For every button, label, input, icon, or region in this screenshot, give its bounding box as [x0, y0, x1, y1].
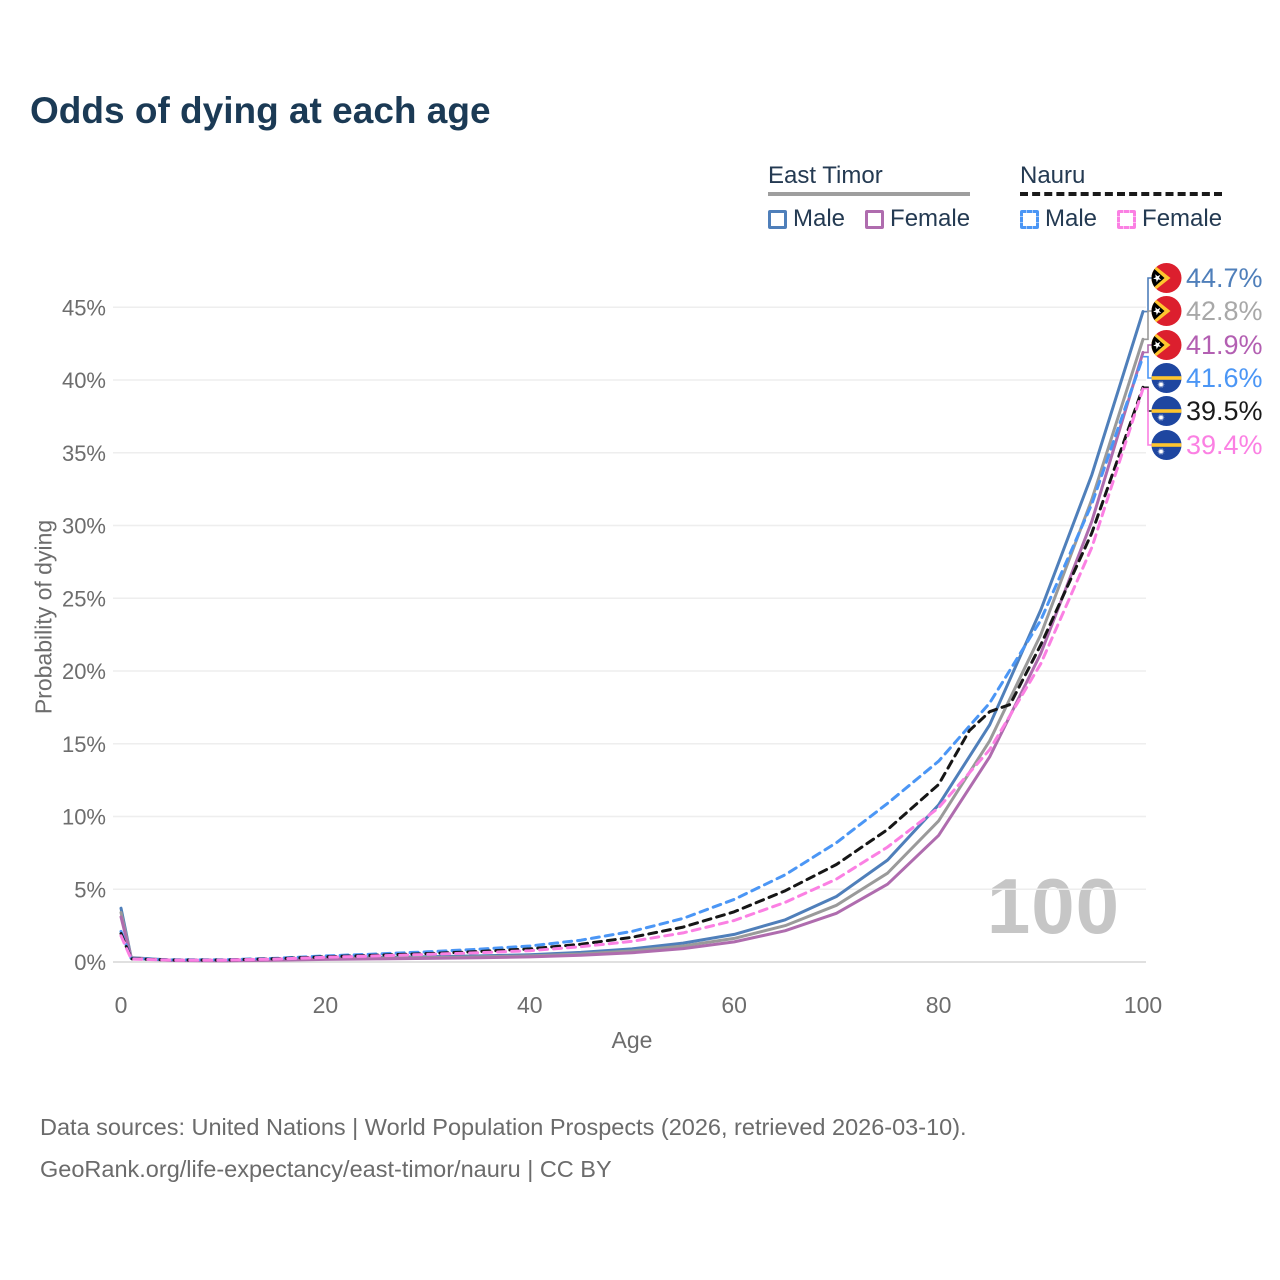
end-labels: 44.7%42.8% 41.9%41.6%39.5% 39.4% — [1143, 263, 1263, 460]
legend-item-nauru-male[interactable]: Male — [1020, 205, 1097, 233]
footer-attribution: Data sources: United Nations | World Pop… — [40, 1106, 1190, 1190]
legend-item-label: Male — [1045, 205, 1098, 232]
series-line-nauru-female — [119, 387, 1145, 962]
legend-item-label: Female — [890, 205, 971, 232]
flag-nauru-icon — [1151, 363, 1182, 393]
flag-stripe — [1151, 443, 1182, 447]
y-tick-label-15: 15% — [62, 732, 106, 757]
end-value-label: 41.9% — [1186, 330, 1263, 360]
x-tick-label-0: 0 — [115, 992, 128, 1018]
series-lines — [119, 310, 1145, 963]
legend-item-label: Male — [793, 205, 846, 232]
end-value-label: 41.6% — [1186, 363, 1263, 393]
flag-clip-group — [1151, 396, 1182, 426]
end-value-label: 44.7% — [1186, 263, 1263, 293]
x-tick-label-60: 60 — [721, 992, 747, 1018]
series-line-east-timor — [119, 337, 1145, 963]
y-tick-label-10: 10% — [62, 805, 106, 830]
y-tick-label-0: 0% — [74, 950, 106, 975]
label-connector — [1143, 387, 1153, 446]
page-title: Odds of dying at each age — [30, 90, 491, 131]
series-line-nauru — [119, 385, 1145, 962]
legend-group-east-timor: East Timor Male Female — [768, 162, 971, 233]
legend-group-title: Nauru — [1020, 162, 1086, 189]
series-line-east-timor-male — [119, 310, 1145, 962]
flag-clip-group — [1151, 330, 1182, 360]
label-connector — [1143, 277, 1153, 313]
flag-star — [1153, 341, 1162, 350]
label-connector — [1143, 310, 1153, 341]
x-tick-label-80: 80 — [926, 992, 952, 1018]
end-value-label: 39.5% — [1186, 396, 1263, 426]
label-connector — [1143, 344, 1153, 354]
footer-data-sources: Data sources: United Nations | World Pop… — [40, 1114, 967, 1140]
legend-solid-line-sample — [768, 192, 971, 196]
legend-swatch-solid-purple — [865, 209, 885, 229]
x-tick-label-40: 40 — [517, 992, 543, 1018]
flag-stripe — [1151, 376, 1182, 380]
y-tick-label-25: 25% — [62, 586, 106, 611]
legend-group-nauru: Nauru Male Female — [1020, 162, 1223, 233]
y-tick-label-5: 5% — [74, 877, 106, 902]
footer-url-license: GeoRank.org/life-expectancy/east-timor/n… — [40, 1156, 612, 1182]
flag-east-timor-icon — [1151, 330, 1182, 360]
legend-swatch-dashed-blue — [1020, 209, 1039, 229]
legend-item-label: Female — [1142, 205, 1223, 232]
legend-dashed-line-sample — [1020, 192, 1223, 196]
legend-item-nauru-female[interactable]: Female — [1117, 205, 1222, 233]
y-tick-label-40: 40% — [62, 368, 106, 393]
flag-clip-group — [1151, 430, 1182, 460]
flag-nauru-icon — [1151, 396, 1182, 426]
end-value-label: 42.8% — [1186, 296, 1263, 326]
series-line-nauru-male — [119, 355, 1145, 962]
series-line-east-timor-female — [119, 350, 1145, 963]
flag-clip-group — [1151, 363, 1182, 393]
line-chart: 0% 5% 10% 15% 20% 25% 30% 35% 40% 45% 0 20 40 60 80 100… — [62, 263, 1263, 1018]
flag-east-timor-icon — [1151, 296, 1182, 326]
x-tick-label-100: 100 — [1124, 992, 1162, 1018]
y-tick-label-20: 20% — [62, 659, 106, 684]
watermark-age-100: 100 — [986, 862, 1120, 950]
legend-swatch-solid-blue — [768, 209, 787, 229]
legend-group-title: East Timor — [768, 162, 883, 189]
x-axis-title: Age — [611, 1027, 653, 1053]
flag-star — [1157, 413, 1165, 422]
flag-star — [1157, 447, 1165, 456]
flag-east-timor-icon — [1151, 263, 1182, 293]
flag-stripe — [1151, 409, 1182, 413]
end-value-label: 39.4% — [1186, 430, 1263, 460]
flag-star — [1157, 380, 1165, 389]
flag-clip-group — [1151, 263, 1182, 293]
y-tick-label-35: 35% — [62, 441, 106, 466]
flag-clip-group — [1151, 296, 1182, 326]
gridlines: 0% 5% 10% 15% 20% 25% 30% 35% 40% 45% 0 20 40 60 80 100 — [62, 295, 1162, 1018]
x-tick-label-20: 20 — [313, 992, 339, 1018]
flag-star — [1153, 307, 1162, 316]
y-tick-label-30: 30% — [62, 514, 106, 539]
flag-star — [1153, 274, 1162, 283]
legend-item-east-timor-male[interactable]: Male — [768, 205, 845, 233]
flag-nauru-icon — [1151, 430, 1182, 460]
label-connector — [1143, 355, 1153, 379]
legend-swatch-dashed-pink — [1117, 209, 1137, 229]
y-tick-label-45: 45% — [62, 295, 106, 320]
legend-item-east-timor-female[interactable]: Female — [865, 205, 970, 233]
